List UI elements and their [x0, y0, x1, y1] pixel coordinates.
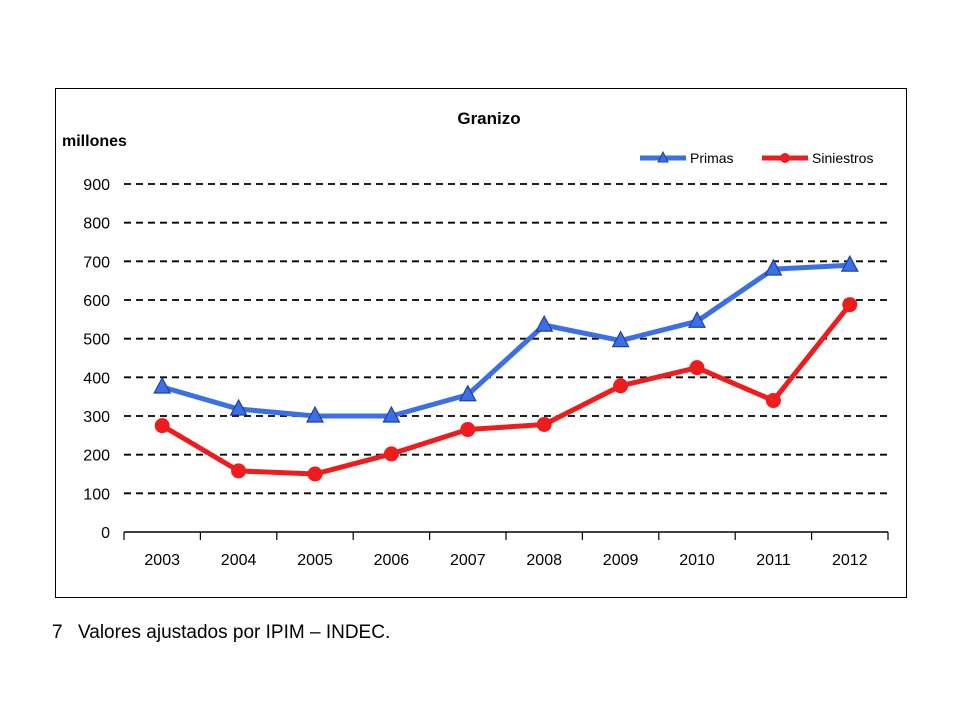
data-point-primas — [229, 398, 248, 416]
data-point-primas — [458, 384, 477, 402]
data-point-primas — [535, 314, 554, 332]
x-tick-label: 2006 — [374, 552, 410, 569]
y-tick-label: 500 — [83, 332, 110, 349]
footnote-text: Valores ajustados por IPIM – INDEC. — [78, 622, 391, 643]
y-tick-label: 800 — [83, 216, 110, 233]
x-tick-label: 2009 — [603, 552, 639, 569]
data-point-siniestros — [154, 418, 170, 434]
x-tick-label: 2012 — [832, 552, 868, 569]
data-point-siniestros — [383, 446, 399, 462]
x-tick-label: 2011 — [756, 552, 791, 569]
data-point-siniestros — [231, 463, 247, 479]
y-tick-label: 700 — [83, 254, 110, 271]
chart-frame — [55, 88, 907, 598]
legend-marker-primas — [657, 150, 669, 163]
y-tick-label: 900 — [83, 177, 110, 194]
legend-label-primas: Primas — [690, 150, 734, 166]
y-tick-label: 0 — [101, 525, 110, 542]
data-point-siniestros — [689, 360, 705, 376]
data-point-primas — [764, 258, 783, 276]
x-tick-label: 2004 — [221, 552, 257, 569]
data-point-primas — [153, 376, 172, 394]
data-point-primas — [382, 405, 401, 423]
data-point-primas — [688, 310, 706, 328]
data-point-primas — [306, 405, 324, 423]
x-tick-label: 2007 — [450, 552, 486, 569]
chart-title: Granizo — [457, 109, 520, 128]
y-tick-label: 600 — [83, 293, 110, 310]
x-tick-label: 2010 — [679, 552, 715, 569]
y-axis-label: millones — [62, 133, 127, 150]
data-point-siniestros — [536, 417, 552, 433]
data-point-primas — [611, 330, 630, 348]
y-tick-label: 200 — [83, 448, 110, 465]
x-tick-label: 2005 — [297, 552, 333, 569]
x-tick-label: 2003 — [144, 552, 180, 569]
series-line-siniestros — [160, 303, 852, 477]
footnote-number: 7 — [52, 622, 63, 643]
data-point-siniestros — [613, 378, 629, 394]
data-point-siniestros — [842, 297, 858, 313]
footnote: 7 Valores ajustados por IPIM – INDEC. — [52, 622, 390, 644]
data-point-primas — [840, 254, 859, 272]
x-tick-label: 2008 — [526, 552, 562, 569]
series-line-primas — [161, 262, 850, 419]
data-point-siniestros — [460, 422, 476, 438]
y-tick-label: 400 — [83, 370, 110, 387]
legend-marker-siniestros — [780, 153, 790, 163]
y-tick-label: 100 — [83, 486, 110, 503]
y-tick-label: 300 — [83, 409, 110, 426]
data-point-siniestros — [765, 393, 781, 409]
data-point-siniestros — [307, 466, 323, 482]
legend-label-siniestros: Siniestros — [812, 150, 873, 166]
